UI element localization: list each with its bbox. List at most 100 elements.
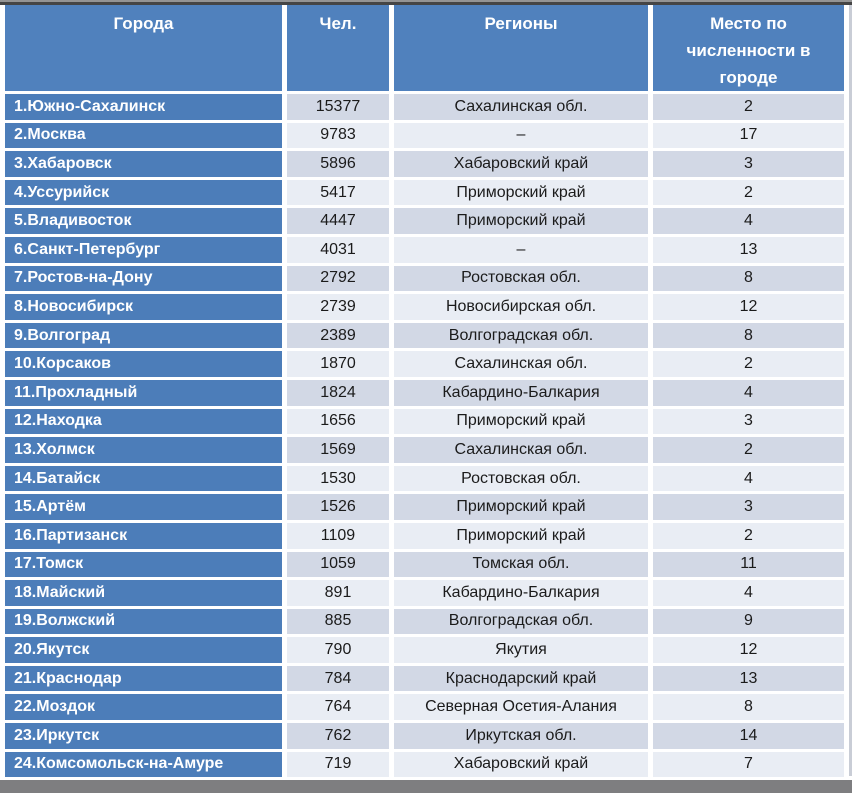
- city-cell: 23.Иркутск: [5, 723, 282, 752]
- population-cell: 1824: [287, 379, 389, 409]
- city-cell: 13.Холмск: [5, 437, 282, 466]
- region-cell: Хабаровский край: [394, 751, 648, 781]
- region-cell: Волгоградская обл.: [394, 608, 648, 638]
- table-row: 4.Уссурийск 5417 Приморский край 2: [5, 179, 844, 209]
- region-cell: Сахалинская обл.: [394, 437, 648, 466]
- region-cell: Приморский край: [394, 179, 648, 209]
- population-cell: 891: [287, 580, 389, 609]
- region-cell: –: [394, 122, 648, 152]
- table-row: 5.Владивосток 4447 Приморский край 4: [5, 208, 844, 237]
- rank-cell: 12: [653, 637, 844, 666]
- table-row: 11.Прохладный 1824 Кабардино-Балкария 4: [5, 379, 844, 409]
- table-row: 2.Москва 9783–17: [5, 122, 844, 152]
- header-rank: Место по численности в городе: [653, 5, 844, 94]
- region-cell: –: [394, 236, 648, 266]
- population-cell: 1530: [287, 465, 389, 495]
- city-cell: 18.Майский: [5, 580, 282, 609]
- city-cell: 4.Уссурийск: [5, 179, 282, 209]
- rank-cell: 3: [653, 151, 844, 180]
- region-cell: Якутия: [394, 637, 648, 666]
- rank-cell: 3: [653, 494, 844, 523]
- rank-cell: 12: [653, 294, 844, 323]
- city-cell: 6.Санкт-Петербург: [5, 236, 282, 266]
- population-cell: 1870: [287, 351, 389, 380]
- region-cell: Краснодарский край: [394, 665, 648, 695]
- city-cell: 17.Томск: [5, 551, 282, 581]
- region-cell: Северная Осетия-Алания: [394, 694, 648, 724]
- rank-cell: 11: [653, 551, 844, 581]
- header-regions: Регионы: [394, 5, 648, 94]
- region-cell: Сахалинская обл.: [394, 94, 648, 123]
- region-cell: Кабардино-Балкария: [394, 580, 648, 609]
- rank-cell: 13: [653, 236, 844, 266]
- population-cell: 784: [287, 665, 389, 695]
- bottom-edge-bar: [0, 780, 852, 793]
- population-cell: 2389: [287, 322, 389, 352]
- table-row: 17.Томск 1059 Томская обл. 11: [5, 551, 844, 581]
- region-cell: Приморский край: [394, 208, 648, 237]
- city-cell: 3.Хабаровск: [5, 151, 282, 180]
- rank-cell: 4: [653, 465, 844, 495]
- table-row: 9.Волгоград 2389 Волгоградская обл. 8: [5, 322, 844, 352]
- population-cell: 4447: [287, 208, 389, 237]
- rank-cell: 8: [653, 322, 844, 352]
- city-cell: 14.Батайск: [5, 465, 282, 495]
- table-row: 18.Майский 891 Кабардино-Балкария 4: [5, 580, 844, 609]
- population-cell: 762: [287, 723, 389, 752]
- region-cell: Хабаровский край: [394, 151, 648, 180]
- population-cell: 719: [287, 751, 389, 781]
- rank-cell: 14: [653, 723, 844, 752]
- table-row: 21.Краснодар 784 Краснодарский край 13: [5, 665, 844, 695]
- region-cell: Ростовская обл.: [394, 465, 648, 495]
- table-row: 16.Партизанск 1109 Приморский край 2: [5, 522, 844, 552]
- table-row: 15.Артём 1526 Приморский край 3: [5, 494, 844, 523]
- city-cell: 1.Южно-Сахалинск: [5, 94, 282, 123]
- table-row: 10.Корсаков 1870 Сахалинская обл. 2: [5, 351, 844, 380]
- top-edge-bar: [0, 0, 852, 5]
- rank-cell: 4: [653, 379, 844, 409]
- city-cell: 15.Артём: [5, 494, 282, 523]
- city-cell: 2.Москва: [5, 122, 282, 152]
- rank-cell: 3: [653, 408, 844, 438]
- table-row: 22.Моздок 764 Северная Осетия-Алания 8: [5, 694, 844, 724]
- city-cell: 20.Якутск: [5, 637, 282, 666]
- header-people: Чел.: [287, 5, 389, 94]
- header-cities: Города: [5, 5, 282, 94]
- table-row: 20.Якутск 790 Якутия 12: [5, 637, 844, 666]
- right-edge-strip: [849, 5, 852, 776]
- table-row: 1.Южно-Сахалинск 15377 Сахалинская обл. 2: [5, 94, 844, 123]
- rank-cell: 4: [653, 580, 844, 609]
- population-cell: 15377: [287, 94, 389, 123]
- table-row: 14.Батайск 1530 Ростовская обл. 4: [5, 465, 844, 495]
- rank-cell: 8: [653, 694, 844, 724]
- rank-cell: 4: [653, 208, 844, 237]
- population-cell: 4031: [287, 236, 389, 266]
- city-cell: 7.Ростов-на-Дону: [5, 265, 282, 295]
- table-row: 12.Находка 1656 Приморский край 3: [5, 408, 844, 438]
- rank-cell: 13: [653, 665, 844, 695]
- population-cell: 5417: [287, 179, 389, 209]
- region-cell: Новосибирская обл.: [394, 294, 648, 323]
- city-cell: 5.Владивосток: [5, 208, 282, 237]
- population-cell: 2792: [287, 265, 389, 295]
- table-row: 19.Волжский 885 Волгоградская обл. 9: [5, 608, 844, 638]
- header-row: Города Чел. Регионы Место по численности…: [5, 5, 844, 94]
- table-row: 23.Иркутск 762 Иркутская обл. 14: [5, 723, 844, 752]
- region-cell: Кабардино-Балкария: [394, 379, 648, 409]
- city-cell: 8.Новосибирск: [5, 294, 282, 323]
- table-row: 13.Холмск 1569 Сахалинская обл. 2: [5, 437, 844, 466]
- population-cell: 1109: [287, 522, 389, 552]
- city-cell: 24.Комсомольск-на-Амуре: [5, 751, 282, 781]
- population-cell: 790: [287, 637, 389, 666]
- region-cell: Томская обл.: [394, 551, 648, 581]
- population-cell: 764: [287, 694, 389, 724]
- city-cell: 21.Краснодар: [5, 665, 282, 695]
- region-cell: Ростовская обл.: [394, 265, 648, 295]
- city-cell: 10.Корсаков: [5, 351, 282, 380]
- region-cell: Иркутская обл.: [394, 723, 648, 752]
- rank-cell: 9: [653, 608, 844, 638]
- rank-cell: 2: [653, 94, 844, 123]
- population-cell: 1526: [287, 494, 389, 523]
- city-cell: 12.Находка: [5, 408, 282, 438]
